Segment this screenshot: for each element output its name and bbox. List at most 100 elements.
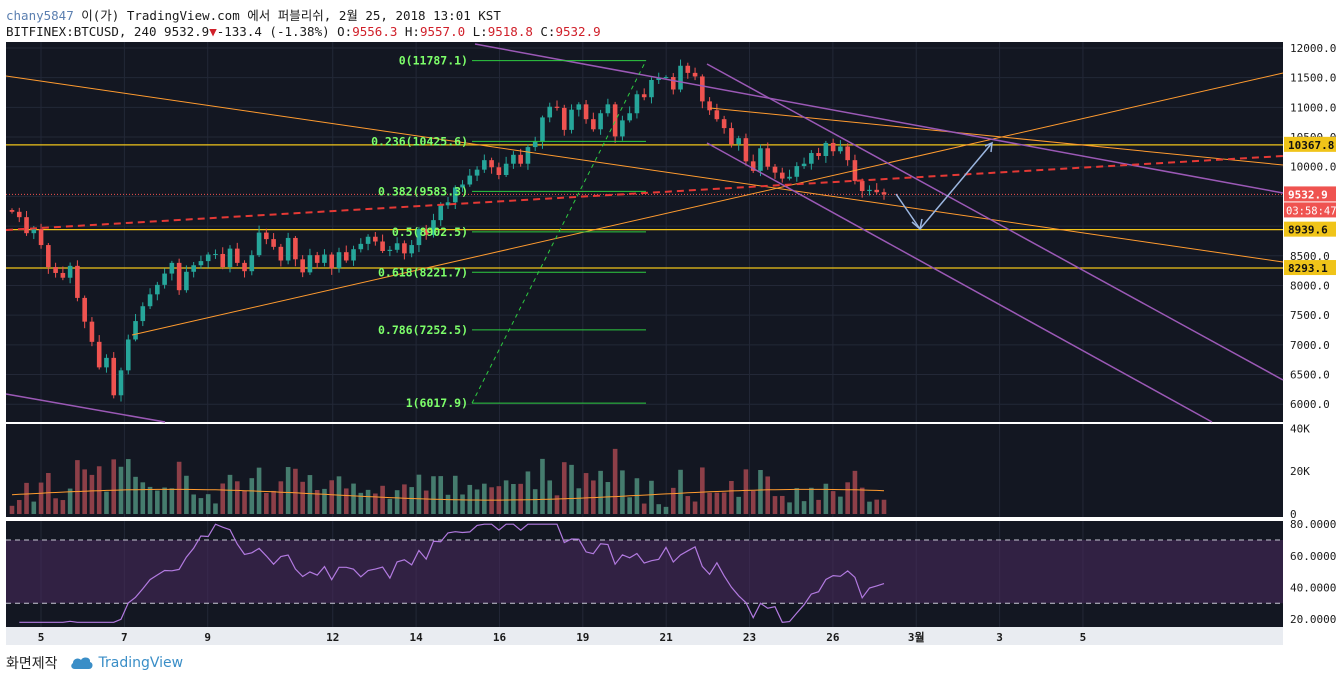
fib-level-label: 0.382(9583.3) (378, 184, 468, 198)
candle (816, 153, 821, 156)
candle (518, 154, 523, 164)
volume-bar (96, 466, 102, 514)
volume-bar (772, 496, 778, 514)
arrow-head (984, 141, 993, 153)
volume-bar (721, 492, 727, 514)
candle (532, 141, 538, 148)
volume-bar (540, 458, 545, 514)
candle (329, 254, 335, 269)
candle (285, 237, 291, 261)
volume-bar (285, 467, 291, 514)
volume-bar (249, 478, 255, 514)
volume-bar (307, 475, 313, 514)
volume-bar (881, 499, 887, 514)
candle (409, 245, 414, 254)
rsi-band (6, 539, 1283, 604)
time-axis-label: 3 (996, 631, 1003, 644)
candle (46, 245, 51, 268)
price-tag-label: 10367.8 (1288, 139, 1334, 152)
candle (60, 272, 66, 278)
volume-axis-label: 20K (1290, 465, 1310, 478)
price-change: -133.4 (-1.38%) (216, 24, 330, 39)
volume-bar (67, 488, 73, 514)
candle (249, 255, 255, 272)
candle (293, 237, 298, 260)
fib-level-label: 0.5(8902.5) (392, 225, 468, 239)
candle (823, 142, 829, 156)
volume-bar (569, 464, 574, 514)
tradingview-logo[interactable]: TradingView (70, 655, 184, 671)
volume-bar (198, 498, 204, 514)
volume-bar (678, 469, 683, 514)
down-arrow-icon: ▼ (209, 24, 217, 39)
candle (838, 146, 843, 152)
candle (867, 189, 872, 192)
candle (685, 65, 691, 73)
grid (6, 42, 1283, 627)
channel-line (706, 63, 1284, 381)
volume-bar (859, 487, 865, 514)
candle (307, 255, 313, 273)
brand-label: TradingView (98, 655, 184, 671)
countdown-tag (1284, 202, 1336, 218)
volume-bar (53, 498, 58, 514)
time-axis-label: 16 (493, 631, 507, 644)
candle (605, 104, 611, 114)
ohlc-line: BITFINEX:BTCUSD, 240 9532.9▼-133.4 (-1.3… (6, 24, 601, 39)
channel-line (5, 393, 166, 423)
time-axis-label: 19 (576, 631, 589, 644)
close-label: C: (540, 24, 556, 39)
volume-bar (685, 496, 691, 514)
volume-bar (402, 484, 407, 514)
candle (234, 248, 240, 263)
footer: 화면제작 TradingView (6, 652, 183, 674)
candle (416, 229, 422, 246)
username-link[interactable]: chany5847 (6, 8, 74, 23)
candle (482, 160, 487, 170)
candle (540, 117, 545, 142)
horizontal-levels (6, 144, 1283, 269)
candle (794, 166, 800, 177)
volume-bar (583, 473, 589, 514)
price-tag (1284, 186, 1336, 202)
candle (402, 243, 407, 254)
volume-bar (794, 488, 800, 514)
candle (125, 339, 131, 371)
candle (874, 189, 880, 193)
volume-bar (169, 488, 175, 514)
snapshot-label: 화면제작 (6, 656, 58, 672)
price-tag-label: 8939.6 (1288, 224, 1328, 237)
volume-bar (409, 487, 414, 514)
volume-bar (525, 471, 531, 514)
fib-trend-line (471, 60, 647, 404)
volume-bar (322, 488, 327, 514)
price-tag (1284, 260, 1336, 276)
candle (736, 138, 741, 145)
volume-bar (503, 480, 509, 514)
fib-level-label: 0.786(7252.5) (378, 323, 468, 337)
price-tag (1284, 221, 1336, 237)
candle (474, 169, 480, 176)
channel-line (706, 142, 1213, 423)
dashed-trendline (5, 155, 1284, 231)
volume-bar (343, 488, 349, 514)
volume-bar (16, 500, 22, 514)
volume-bar (670, 487, 676, 514)
rsi-axis-label: 40.0000 (1290, 581, 1336, 594)
candle (729, 128, 734, 145)
candle (169, 262, 175, 274)
candle (133, 321, 138, 340)
rsi (6, 523, 1283, 623)
candle (721, 119, 727, 129)
candle (620, 120, 625, 137)
candle (801, 163, 807, 167)
candle (787, 176, 792, 179)
candle (670, 77, 676, 90)
candle (9, 210, 15, 212)
candle (423, 229, 429, 235)
price-axis-label: 8000.0 (1290, 279, 1330, 292)
volume-bar (482, 483, 487, 514)
candle (830, 142, 836, 152)
